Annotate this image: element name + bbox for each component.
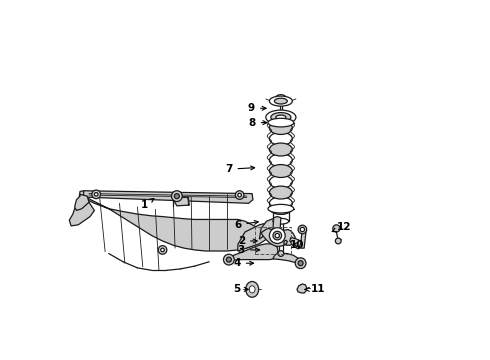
Ellipse shape (270, 143, 293, 156)
Polygon shape (298, 228, 306, 248)
Circle shape (275, 233, 279, 238)
Circle shape (295, 258, 306, 269)
Text: 3: 3 (238, 245, 260, 255)
Ellipse shape (270, 132, 293, 145)
Ellipse shape (270, 175, 293, 188)
Polygon shape (74, 194, 89, 211)
Circle shape (158, 246, 167, 254)
Text: 6: 6 (234, 220, 258, 230)
Circle shape (270, 228, 285, 243)
Ellipse shape (245, 282, 259, 297)
Circle shape (174, 194, 179, 199)
Ellipse shape (271, 113, 291, 122)
Ellipse shape (270, 186, 293, 199)
Polygon shape (173, 197, 190, 206)
Ellipse shape (268, 204, 294, 213)
Ellipse shape (276, 115, 286, 120)
Ellipse shape (268, 118, 294, 127)
Polygon shape (290, 237, 302, 249)
Polygon shape (259, 218, 277, 239)
Circle shape (278, 251, 284, 256)
Polygon shape (273, 253, 302, 264)
Circle shape (223, 254, 234, 265)
Ellipse shape (271, 207, 291, 214)
Text: 1: 1 (141, 198, 154, 210)
Ellipse shape (270, 197, 293, 210)
Polygon shape (80, 194, 261, 251)
Polygon shape (84, 191, 253, 203)
Circle shape (335, 238, 341, 244)
Polygon shape (261, 228, 295, 246)
Circle shape (172, 191, 182, 202)
Ellipse shape (273, 219, 289, 224)
Text: 5: 5 (234, 284, 248, 294)
Ellipse shape (274, 209, 288, 215)
Polygon shape (238, 223, 274, 251)
Ellipse shape (274, 98, 287, 104)
Circle shape (273, 231, 282, 240)
Circle shape (161, 248, 164, 252)
Ellipse shape (270, 154, 293, 167)
Circle shape (238, 193, 242, 197)
Text: 2: 2 (238, 236, 257, 246)
Polygon shape (225, 244, 278, 261)
Circle shape (235, 191, 244, 199)
Circle shape (298, 261, 303, 266)
Text: 4: 4 (233, 258, 253, 268)
Circle shape (300, 227, 304, 231)
Polygon shape (273, 217, 281, 231)
Ellipse shape (266, 110, 296, 125)
Text: 7: 7 (225, 164, 255, 174)
Text: 9: 9 (248, 103, 266, 113)
Text: 11: 11 (305, 284, 326, 294)
Text: 12: 12 (332, 222, 351, 232)
Polygon shape (297, 284, 307, 293)
Ellipse shape (270, 96, 293, 106)
Circle shape (92, 190, 100, 199)
Ellipse shape (249, 286, 255, 293)
Ellipse shape (270, 165, 293, 177)
Polygon shape (69, 202, 95, 226)
Circle shape (333, 225, 340, 232)
Circle shape (95, 193, 98, 196)
Ellipse shape (270, 122, 293, 134)
Circle shape (226, 257, 231, 262)
Circle shape (298, 225, 307, 234)
Text: 8: 8 (248, 118, 267, 128)
Text: 10: 10 (290, 239, 304, 249)
Polygon shape (79, 191, 85, 199)
